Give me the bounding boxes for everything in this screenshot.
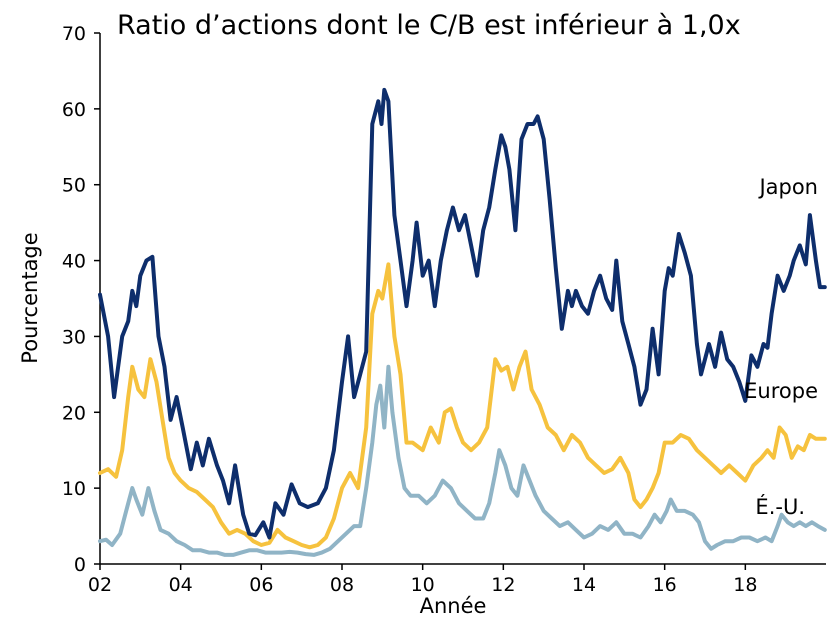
x-tick-label: 10	[411, 574, 435, 596]
chart-title: Ratio d’actions dont le C/B est inférieu…	[117, 10, 741, 41]
y-tick-label: 50	[62, 175, 86, 197]
x-tick-labels: 02 04 06 08 10 12 14 16 18	[88, 574, 758, 596]
y-tick-label: 60	[62, 99, 86, 121]
series-lines	[98, 87, 827, 557]
y-tick-label: 30	[62, 326, 86, 348]
x-tick-label: 18	[733, 574, 757, 596]
x-tick-label: 14	[572, 574, 596, 596]
series-labels: Japon Europe É.-U.	[744, 175, 818, 519]
y-tick-label: 70	[62, 23, 86, 45]
x-tick-label: 16	[653, 574, 677, 596]
x-tick-label: 02	[88, 574, 112, 596]
series-label-eu: É.-U.	[755, 494, 805, 519]
y-tick-label: 0	[74, 554, 86, 576]
series-line-japon	[98, 87, 827, 540]
y-tick-label: 40	[62, 251, 86, 273]
y-axis-label: Pourcentage	[18, 232, 42, 363]
series-label-europe: Europe	[744, 379, 818, 403]
series-line-eu	[98, 364, 827, 557]
x-tick-label: 04	[169, 574, 193, 596]
y-tick-labels: 0 10 20 30 40 50 60 70	[62, 23, 86, 576]
y-tick-label: 20	[62, 402, 86, 424]
x-tick-label: 08	[330, 574, 354, 596]
x-axis-label: Année	[420, 594, 487, 618]
x-tick-label: 06	[249, 574, 273, 596]
series-label-japon: Japon	[757, 175, 818, 199]
series-line-europe	[98, 262, 827, 550]
axes	[94, 32, 826, 570]
y-tick-label: 10	[62, 478, 86, 500]
x-tick-label: 12	[491, 574, 515, 596]
